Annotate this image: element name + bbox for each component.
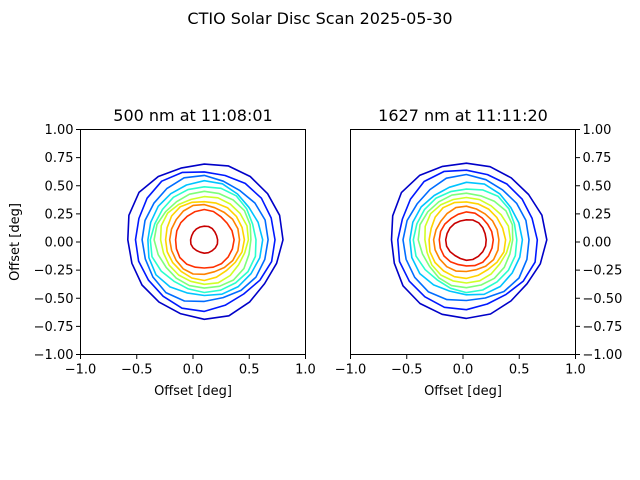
contour-level-4 <box>409 181 524 296</box>
contour-level-10 <box>174 208 235 269</box>
contour-level-9 <box>432 205 500 273</box>
contour-level-4 <box>147 179 264 297</box>
x-tick-label: 0.5 <box>239 363 260 378</box>
y-tick-label: −1.00 <box>34 348 74 363</box>
y-tick-label: −0.50 <box>583 292 623 307</box>
x-tick-label: −0.5 <box>391 363 423 378</box>
contour-level-5 <box>149 186 257 294</box>
left-plot-frame <box>80 129 306 355</box>
y-tick-label: 0.00 <box>45 236 74 251</box>
y-tick-label: 0.75 <box>45 151 74 166</box>
y-tick-label: −0.50 <box>34 292 74 307</box>
x-tick-label: −1.0 <box>65 363 97 378</box>
left-x-axis-label: Offset [deg] <box>154 384 232 399</box>
contour-level-5 <box>412 188 518 294</box>
contour-level-7 <box>424 196 512 284</box>
y-tick-label: 0.25 <box>45 207 74 222</box>
contour-level-6 <box>153 190 252 289</box>
contour-level-2 <box>134 171 276 313</box>
y-tick-label: −0.25 <box>34 264 74 279</box>
right-x-ticks: −1.0 −0.5 0.0 0.5 1.0 <box>335 354 586 378</box>
y-tick-label: 0.50 <box>583 179 612 194</box>
right-x-axis-label: Offset [deg] <box>424 384 502 399</box>
figure-title: CTIO Solar Disc Scan 2025-05-30 <box>187 9 452 28</box>
left-y-axis-label: Offset [deg] <box>8 203 23 281</box>
y-tick-label: 0.00 <box>583 236 612 251</box>
contour-level-10 <box>438 211 495 267</box>
x-tick-label: 0.0 <box>183 363 204 378</box>
x-tick-label: 1.0 <box>295 363 316 378</box>
contour-level-3 <box>402 173 530 302</box>
contour-level-3 <box>141 174 269 303</box>
right-y-ticks: −1.00 −0.75 −0.50 −0.25 0.00 0.25 0.50 0.75 1.00 <box>575 123 623 363</box>
y-tick-label: −0.75 <box>34 320 74 335</box>
contour-level-1 <box>127 163 284 321</box>
x-tick-label: 0.5 <box>509 363 530 378</box>
y-tick-label: 0.50 <box>45 179 74 194</box>
y-tick-label: −0.75 <box>583 320 623 335</box>
right-contours <box>390 162 548 320</box>
y-tick-label: 0.25 <box>583 207 612 222</box>
contour-level-7 <box>159 195 250 286</box>
left-y-ticks: −1.00 −0.75 −0.50 −0.25 0.00 0.25 0.50 0.75 1.00 <box>34 123 81 363</box>
contour-level-8 <box>164 200 246 282</box>
left-x-ticks: −1.0 −0.5 0.0 0.5 1.0 <box>65 354 316 378</box>
x-tick-label: −0.5 <box>121 363 153 378</box>
contour-level-6 <box>417 192 514 289</box>
y-tick-label: −1.00 <box>583 348 623 363</box>
contour-level-2 <box>397 169 539 311</box>
y-tick-label: 1.00 <box>45 123 74 138</box>
contour-level-11 <box>189 225 219 254</box>
x-tick-label: 1.0 <box>565 363 586 378</box>
left-contours <box>127 163 284 321</box>
contour-level-1 <box>390 162 548 320</box>
contour-level-9 <box>168 203 241 276</box>
y-tick-label: −0.25 <box>583 264 623 279</box>
x-tick-label: −1.0 <box>335 363 367 378</box>
y-tick-label: 1.00 <box>583 123 612 138</box>
contour-level-8 <box>428 201 507 280</box>
left-contour-panel: 500 nm at 11:08:01 −1.0 −0.5 0.0 0.5 1.0 −1.… <box>8 106 316 399</box>
x-tick-label: 0.0 <box>453 363 474 378</box>
right-contour-panel: 1627 nm at 11:11:20 −1.0 −0.5 0.0 0.5 1.0 −1… <box>335 106 623 399</box>
y-tick-label: 0.75 <box>583 151 612 166</box>
left-panel-title: 500 nm at 11:08:01 <box>113 106 272 125</box>
contour-level-11 <box>444 219 487 262</box>
right-panel-title: 1627 nm at 11:11:20 <box>378 106 548 125</box>
